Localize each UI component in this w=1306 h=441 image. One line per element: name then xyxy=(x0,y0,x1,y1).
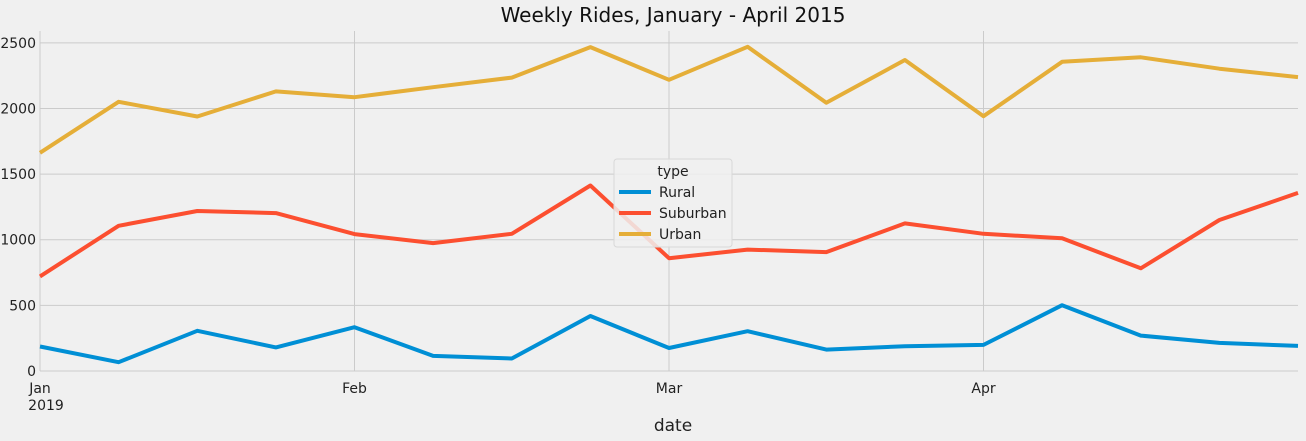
y-axis-ticks: 0 500 1000 1500 2000 2500 xyxy=(0,36,36,380)
legend-box xyxy=(613,158,733,248)
y-tick-label: 1500 xyxy=(0,167,36,183)
legend-label-rural: Rural xyxy=(659,185,695,201)
series-lines xyxy=(38,44,1299,365)
legend-label-urban: Urban xyxy=(659,227,701,243)
y-tick-label: 2500 xyxy=(0,36,36,52)
chart-title: Weekly Rides, January - April 2015 xyxy=(501,3,846,27)
series-line-rural xyxy=(39,303,1299,365)
x-tick-label: Jan xyxy=(28,381,51,397)
y-tick-label: 500 xyxy=(9,298,36,314)
legend: type Rural Suburban Urban xyxy=(613,158,733,248)
series-line-suburban xyxy=(38,183,1299,279)
y-tick-label: 0 xyxy=(27,364,36,380)
x-tick-label: Apr xyxy=(971,381,995,397)
legend-label-suburban: Suburban xyxy=(659,206,727,222)
x-tick-label: Feb xyxy=(342,381,367,397)
x-tick-sublabel: 2019 xyxy=(28,398,64,414)
x-axis-label: date xyxy=(654,416,692,436)
legend-title: type xyxy=(657,164,688,180)
y-tick-label: 2000 xyxy=(0,101,36,117)
y-tick-label: 1000 xyxy=(0,233,36,249)
series-line-urban xyxy=(38,44,1299,155)
x-tick-label: Mar xyxy=(656,381,683,397)
